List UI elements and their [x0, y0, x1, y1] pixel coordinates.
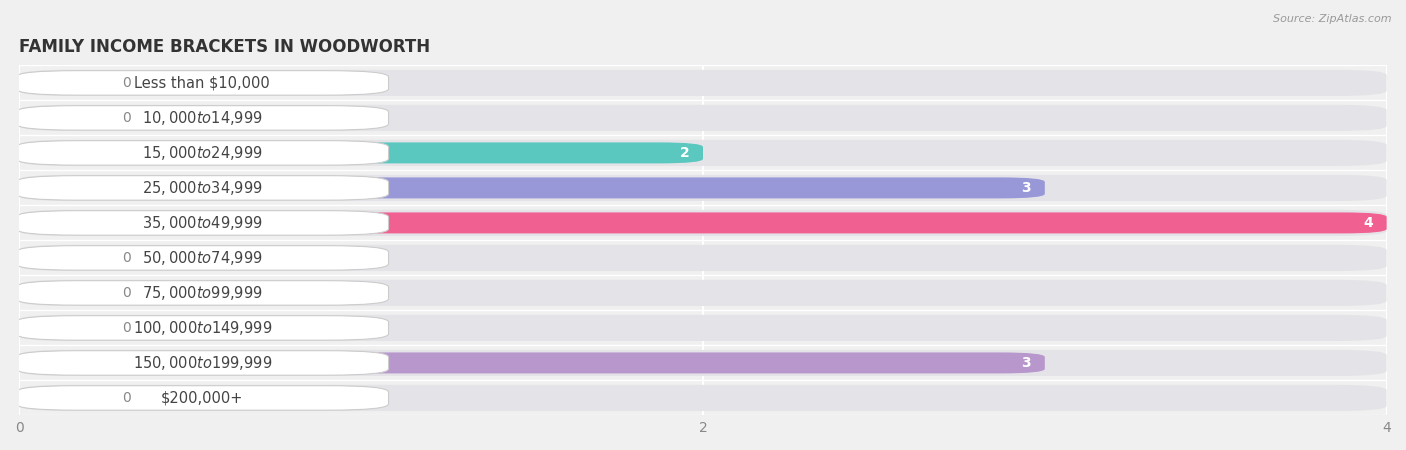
- FancyBboxPatch shape: [15, 281, 388, 305]
- FancyBboxPatch shape: [20, 283, 94, 303]
- Text: 0: 0: [122, 286, 131, 300]
- Text: $150,000 to $199,999: $150,000 to $199,999: [132, 354, 271, 372]
- FancyBboxPatch shape: [20, 385, 1386, 411]
- Text: $15,000 to $24,999: $15,000 to $24,999: [142, 144, 263, 162]
- Text: 0: 0: [122, 321, 131, 335]
- Text: 0: 0: [122, 76, 131, 90]
- FancyBboxPatch shape: [15, 106, 388, 130]
- FancyBboxPatch shape: [15, 351, 388, 375]
- FancyBboxPatch shape: [20, 175, 1386, 201]
- FancyBboxPatch shape: [20, 350, 1386, 376]
- FancyBboxPatch shape: [20, 210, 1386, 236]
- FancyBboxPatch shape: [15, 141, 388, 165]
- Text: $50,000 to $74,999: $50,000 to $74,999: [142, 249, 263, 267]
- FancyBboxPatch shape: [20, 245, 1386, 271]
- Text: Source: ZipAtlas.com: Source: ZipAtlas.com: [1274, 14, 1392, 23]
- Text: 0: 0: [122, 251, 131, 265]
- FancyBboxPatch shape: [15, 176, 388, 200]
- FancyBboxPatch shape: [20, 70, 1386, 96]
- FancyBboxPatch shape: [20, 280, 1386, 306]
- Text: $75,000 to $99,999: $75,000 to $99,999: [142, 284, 263, 302]
- FancyBboxPatch shape: [20, 108, 94, 128]
- Text: $10,000 to $14,999: $10,000 to $14,999: [142, 109, 263, 127]
- Text: 0: 0: [122, 391, 131, 405]
- Text: 3: 3: [1022, 356, 1031, 370]
- FancyBboxPatch shape: [20, 177, 1045, 198]
- FancyBboxPatch shape: [20, 248, 94, 268]
- FancyBboxPatch shape: [20, 212, 1386, 234]
- FancyBboxPatch shape: [20, 317, 94, 338]
- Text: Less than $10,000: Less than $10,000: [135, 76, 270, 90]
- Text: 3: 3: [1022, 181, 1031, 195]
- Text: $35,000 to $49,999: $35,000 to $49,999: [142, 214, 263, 232]
- Text: $100,000 to $149,999: $100,000 to $149,999: [132, 319, 271, 337]
- FancyBboxPatch shape: [15, 316, 388, 340]
- Text: 4: 4: [1364, 216, 1372, 230]
- FancyBboxPatch shape: [20, 105, 1386, 131]
- FancyBboxPatch shape: [20, 387, 94, 409]
- FancyBboxPatch shape: [15, 386, 388, 410]
- Text: $25,000 to $34,999: $25,000 to $34,999: [142, 179, 263, 197]
- FancyBboxPatch shape: [20, 315, 1386, 341]
- FancyBboxPatch shape: [15, 71, 388, 95]
- FancyBboxPatch shape: [20, 140, 1386, 166]
- Text: $200,000+: $200,000+: [162, 391, 243, 405]
- Text: 0: 0: [122, 111, 131, 125]
- Text: FAMILY INCOME BRACKETS IN WOODWORTH: FAMILY INCOME BRACKETS IN WOODWORTH: [20, 37, 430, 55]
- Text: 2: 2: [679, 146, 689, 160]
- FancyBboxPatch shape: [20, 142, 703, 163]
- FancyBboxPatch shape: [20, 72, 94, 94]
- FancyBboxPatch shape: [20, 352, 1045, 374]
- FancyBboxPatch shape: [15, 246, 388, 270]
- FancyBboxPatch shape: [15, 211, 388, 235]
